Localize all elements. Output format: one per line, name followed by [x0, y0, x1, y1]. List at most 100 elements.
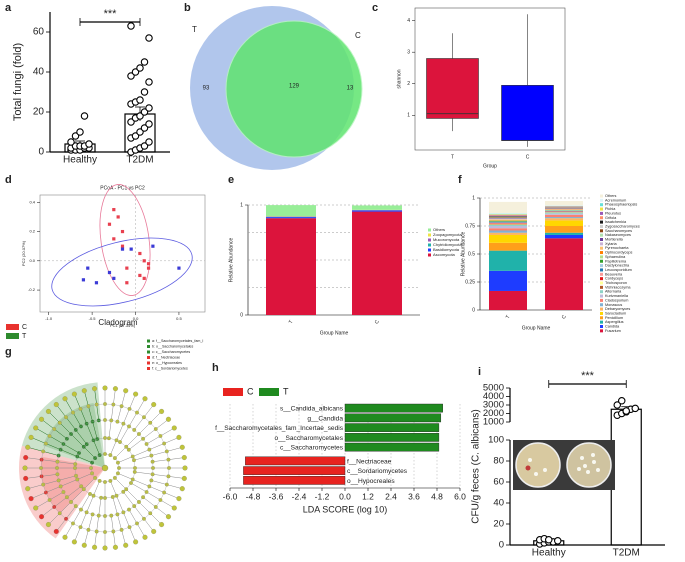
legend-swatch	[600, 298, 603, 302]
legend-swatch	[600, 272, 603, 276]
bar-segment	[489, 220, 527, 222]
y-axis-label: Relative Abundance	[460, 232, 466, 277]
legend-label: Ascomycota	[433, 252, 456, 257]
node	[23, 455, 29, 461]
box	[501, 85, 554, 141]
x-tick-label: Healthy	[532, 548, 566, 559]
branch	[128, 419, 169, 450]
node	[92, 386, 98, 392]
data-point	[146, 262, 151, 266]
bar-segment	[489, 224, 527, 225]
bar-segment	[545, 232, 583, 235]
bar-segment	[489, 226, 527, 229]
x-axis-label: Group Name	[522, 325, 551, 331]
node	[133, 539, 139, 545]
node	[62, 396, 68, 402]
x-tick-label: -1.2	[315, 491, 330, 501]
legend-swatch	[600, 203, 603, 207]
bar-label: o__Hypocreales	[347, 478, 395, 485]
bar-segment	[489, 223, 527, 224]
node	[81, 542, 87, 548]
bar-segment	[545, 238, 583, 310]
node	[181, 455, 187, 461]
bar-label: c__Sordariomycetes	[347, 468, 408, 475]
y-axis-label: shannon	[396, 69, 402, 88]
bar-segment	[489, 221, 527, 223]
data-point	[146, 266, 151, 270]
bar-segment	[545, 212, 583, 214]
legend-label: Alternaria	[605, 290, 622, 294]
x-tick-label: -1.0	[45, 316, 53, 321]
x-tick-label: 0.5	[176, 316, 182, 321]
plot-frame	[39, 194, 206, 313]
node	[78, 525, 83, 530]
node	[33, 505, 39, 511]
legend-label: Grifola	[605, 216, 617, 220]
node	[159, 522, 165, 528]
panel-label: a	[5, 2, 12, 14]
data-point	[145, 104, 153, 112]
node	[102, 545, 108, 551]
legend-label: Trichosporon	[605, 281, 627, 285]
panel-label: i	[478, 366, 481, 378]
legend-label: Basidiomycota	[433, 247, 460, 252]
data-point	[116, 215, 120, 219]
node	[45, 408, 51, 414]
x-tick-label: -6.0	[223, 491, 238, 501]
y-tick-label: 0.2	[29, 229, 35, 234]
y-tick-label: 0.4	[29, 199, 35, 204]
data-point	[67, 138, 75, 146]
legend-label: Mortierella	[605, 238, 624, 242]
y-tick-label: 3	[407, 50, 410, 56]
panel-label: d	[5, 174, 12, 186]
confidence-ellipse	[99, 184, 151, 296]
data-point	[120, 244, 125, 248]
y-tick-label: 0	[499, 540, 504, 551]
petri-dish	[515, 442, 561, 488]
legend-swatch	[600, 307, 603, 311]
bar	[610, 408, 642, 546]
branch	[108, 388, 116, 439]
data-point	[177, 266, 181, 270]
legend-label: Xylaria	[605, 242, 617, 246]
data-point	[85, 140, 93, 148]
y-tick-label: 20	[33, 107, 45, 118]
y-tick-label: 0	[472, 307, 475, 313]
data-point	[86, 266, 90, 270]
y-tick-label: 2	[407, 81, 410, 87]
x-tick-label: 2.4	[385, 491, 397, 501]
node	[25, 486, 31, 492]
x-tick-label: T2DM	[126, 155, 153, 166]
colony	[543, 468, 547, 472]
node	[127, 525, 132, 530]
legend-label: Saccharomyces	[605, 229, 632, 233]
data-point	[112, 237, 116, 241]
x-axis-label: Group	[483, 163, 497, 169]
significance-label: ***	[581, 370, 595, 382]
legend-swatch	[600, 264, 603, 268]
legend-swatch	[147, 350, 150, 354]
legend-swatch	[223, 388, 243, 396]
y-tick-label: 4	[407, 18, 410, 24]
bar-label: f__Nectriaceae	[347, 458, 392, 465]
data-point	[140, 108, 149, 116]
legend-swatch	[428, 238, 431, 242]
data-point	[631, 404, 639, 413]
legend-swatch	[428, 253, 431, 257]
colony	[591, 453, 595, 457]
branch	[133, 447, 183, 461]
legend-label: Kurtzmaniella	[605, 294, 629, 298]
y-axis-label: PC2 (20.07%)	[21, 240, 26, 266]
panel-label: f	[458, 174, 462, 186]
bar-segment	[266, 217, 316, 219]
bar-segment	[545, 234, 583, 239]
significance-label: ***	[104, 8, 118, 20]
ring	[40, 403, 170, 533]
branch	[25, 457, 76, 465]
legend-label: Issatchenkia	[605, 220, 627, 224]
x-tick-label: -2.4	[292, 491, 307, 501]
legend-swatch	[147, 361, 150, 365]
petri-dish	[566, 442, 612, 488]
x-tick-label: T	[505, 314, 512, 320]
bar	[243, 466, 346, 475]
